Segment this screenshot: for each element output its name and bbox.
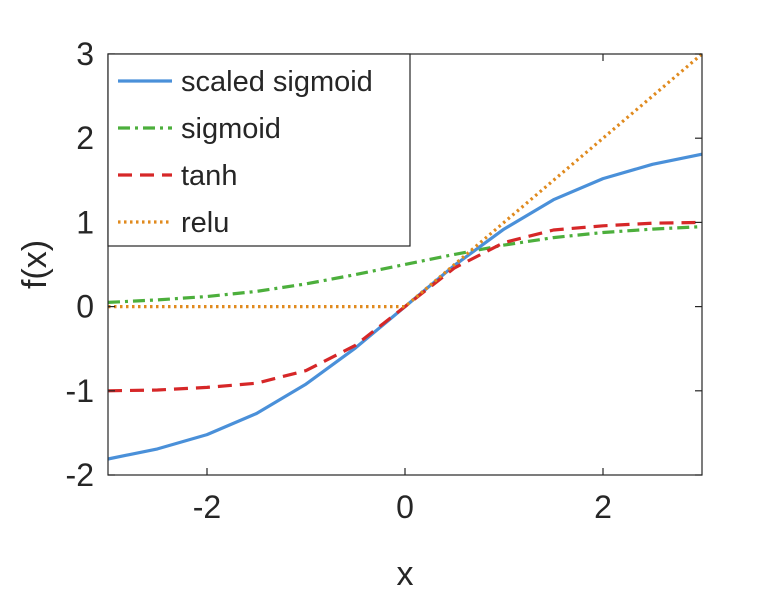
series-lines [107,52,704,461]
y-tick-label: 0 [76,289,94,325]
legend-label: relu [181,207,229,239]
y-tick-label: -2 [66,457,94,493]
legend-label: sigmoid [181,113,281,145]
legend-label: tanh [181,160,237,192]
x-axis-label: x [397,555,414,593]
x-tick-label: -2 [193,489,221,525]
series-line [107,220,703,393]
y-tick-label: 2 [76,120,94,156]
legend-box [107,53,411,247]
y-tick-label: 3 [76,36,94,72]
axis-ticks: -2 0 2 -2 -1 0 1 2 3 [66,36,702,525]
series-line [107,225,703,304]
y-axis-label: f(x) [16,240,54,289]
x-tick-label: 0 [396,489,414,525]
legend-label: scaled sigmoid [181,66,373,98]
legend: scaled sigmoid sigmoid tanh relu [107,53,411,247]
x-tick-label: 2 [594,489,612,525]
y-tick-label: 1 [76,204,94,240]
y-tick-label: -1 [66,373,94,409]
